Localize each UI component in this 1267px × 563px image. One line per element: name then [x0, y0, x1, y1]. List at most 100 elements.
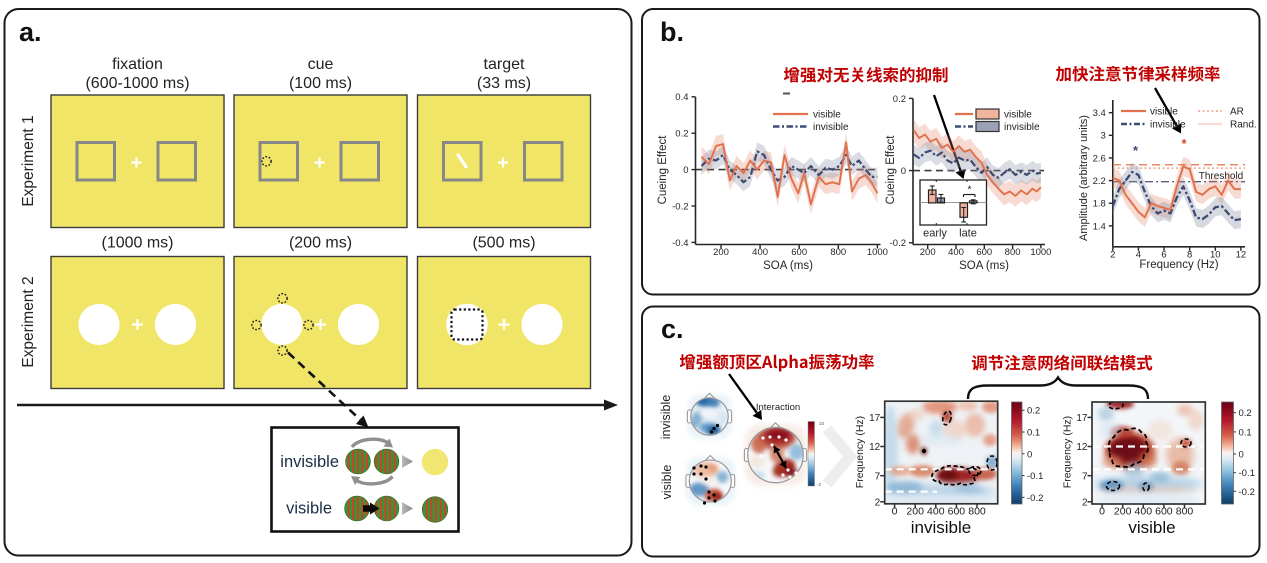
svg-text:target: target: [484, 56, 525, 73]
svg-text:200: 200: [906, 505, 924, 517]
svg-text:Threshold: Threshold: [1199, 171, 1243, 182]
svg-text:2: 2: [1110, 249, 1115, 260]
svg-text:2: 2: [1082, 497, 1088, 508]
svg-text:fixation: fixation: [112, 56, 163, 73]
svg-text:2.2: 2.2: [1093, 176, 1106, 187]
svg-text:-0.4: -0.4: [672, 238, 688, 249]
svg-text:3.4: 3.4: [1093, 108, 1106, 119]
svg-text:-0.2: -0.2: [672, 201, 688, 212]
svg-text:late: late: [959, 228, 977, 240]
svg-text:(600-1000 ms): (600-1000 ms): [85, 75, 189, 92]
svg-text:Interaction: Interaction: [756, 402, 800, 413]
svg-text:12: 12: [1076, 442, 1088, 453]
svg-text:0: 0: [1239, 450, 1244, 461]
svg-text:Frequency (Hz): Frequency (Hz): [1139, 259, 1218, 271]
svg-text:Experiment 2: Experiment 2: [20, 276, 37, 367]
svg-text:0.4: 0.4: [675, 92, 688, 103]
svg-text:Cueing Effect: Cueing Effect: [657, 135, 669, 205]
svg-text:6: 6: [1161, 249, 1166, 260]
svg-text:7: 7: [875, 471, 881, 482]
svg-text:Frequency (Hz): Frequency (Hz): [854, 416, 866, 488]
svg-text:600: 600: [791, 247, 807, 258]
svg-text:0.2: 0.2: [893, 94, 906, 105]
svg-text:Frequency (Hz): Frequency (Hz): [1062, 416, 1074, 488]
svg-text:SOA (ms): SOA (ms): [959, 260, 1009, 272]
svg-text:17: 17: [869, 413, 881, 424]
svg-text:8: 8: [1187, 249, 1192, 260]
svg-text:-0.1: -0.1: [1027, 471, 1043, 482]
svg-text:(33 ms): (33 ms): [477, 75, 531, 92]
svg-text:0: 0: [1099, 506, 1105, 518]
svg-text:*: *: [1133, 143, 1139, 158]
svg-text:visible: visible: [813, 110, 841, 121]
svg-text:Amplitude (arbitrary units): Amplitude (arbitrary units): [1078, 115, 1090, 241]
svg-text:visible: visible: [1004, 110, 1032, 121]
svg-text:0: 0: [901, 166, 906, 177]
svg-text:(100 ms): (100 ms): [289, 75, 352, 92]
svg-text:800: 800: [968, 505, 986, 517]
svg-text:1.4: 1.4: [1093, 221, 1106, 232]
svg-text:invisible: invisible: [280, 453, 339, 471]
svg-text:*: *: [1181, 136, 1187, 151]
svg-text:visible: visible: [1128, 518, 1175, 537]
svg-text:invisible: invisible: [911, 518, 971, 537]
svg-text:10: 10: [819, 421, 825, 426]
svg-text:invisible: invisible: [813, 122, 849, 133]
svg-text:2: 2: [875, 497, 881, 508]
svg-text:200: 200: [1114, 506, 1132, 518]
svg-text:a.: a.: [19, 17, 42, 47]
svg-text:-0.2: -0.2: [1027, 493, 1043, 504]
svg-text:early: early: [923, 228, 947, 240]
svg-text:0.2: 0.2: [1027, 406, 1040, 417]
svg-text:cue: cue: [308, 56, 334, 73]
svg-text:b.: b.: [660, 17, 684, 47]
svg-text:(1000 ms): (1000 ms): [101, 235, 173, 252]
svg-text:800: 800: [1176, 506, 1194, 518]
svg-text:Cueing Effect: Cueing Effect: [885, 135, 897, 205]
svg-text:200: 200: [920, 247, 936, 258]
svg-text:800: 800: [830, 247, 846, 258]
svg-text:400: 400: [927, 505, 945, 517]
svg-text:12: 12: [1236, 249, 1247, 260]
svg-text:(200 ms): (200 ms): [289, 235, 352, 252]
svg-text:(500 ms): (500 ms): [472, 235, 535, 252]
svg-text:0: 0: [683, 165, 688, 176]
svg-text:400: 400: [948, 247, 964, 258]
svg-text:invisible: invisible: [1150, 120, 1186, 131]
svg-text:0.2: 0.2: [675, 129, 688, 140]
svg-text:AR: AR: [1230, 107, 1244, 118]
svg-text:0: 0: [892, 505, 898, 517]
svg-text:400: 400: [752, 247, 768, 258]
svg-text:invisible: invisible: [659, 395, 673, 440]
svg-text:visible: visible: [286, 500, 332, 518]
svg-text:SOA (ms): SOA (ms): [763, 260, 813, 272]
svg-text:-0.2: -0.2: [890, 238, 906, 249]
svg-text:0.1: 0.1: [1239, 427, 1252, 438]
svg-text:600: 600: [948, 505, 966, 517]
svg-text:Rand.: Rand.: [1230, 120, 1257, 131]
svg-text:12: 12: [869, 442, 881, 453]
svg-text:*: *: [968, 185, 972, 196]
svg-text:visible: visible: [660, 465, 674, 500]
svg-text:4: 4: [1136, 249, 1141, 260]
svg-text:17: 17: [1076, 413, 1088, 424]
svg-text:1.8: 1.8: [1093, 199, 1106, 210]
svg-text:-0.1: -0.1: [1239, 468, 1255, 479]
svg-text:3: 3: [1101, 131, 1106, 142]
svg-text:0: 0: [1027, 449, 1032, 460]
svg-text:invisible: invisible: [1004, 122, 1040, 133]
svg-text:600: 600: [1155, 506, 1173, 518]
svg-text:10: 10: [1210, 249, 1221, 260]
svg-text:7: 7: [1082, 471, 1088, 482]
svg-text:200: 200: [713, 247, 729, 258]
svg-text:-0.2: -0.2: [1239, 487, 1255, 498]
svg-text:1000: 1000: [1030, 247, 1051, 258]
svg-text:600: 600: [976, 247, 992, 258]
svg-text:c.: c.: [661, 314, 684, 344]
svg-text:1000: 1000: [867, 247, 888, 258]
svg-text:-2: -2: [817, 482, 821, 487]
svg-text:Experiment 1: Experiment 1: [20, 115, 37, 206]
svg-text:2.6: 2.6: [1093, 153, 1106, 164]
svg-text:800: 800: [1005, 247, 1021, 258]
svg-text:visible: visible: [1150, 107, 1178, 118]
